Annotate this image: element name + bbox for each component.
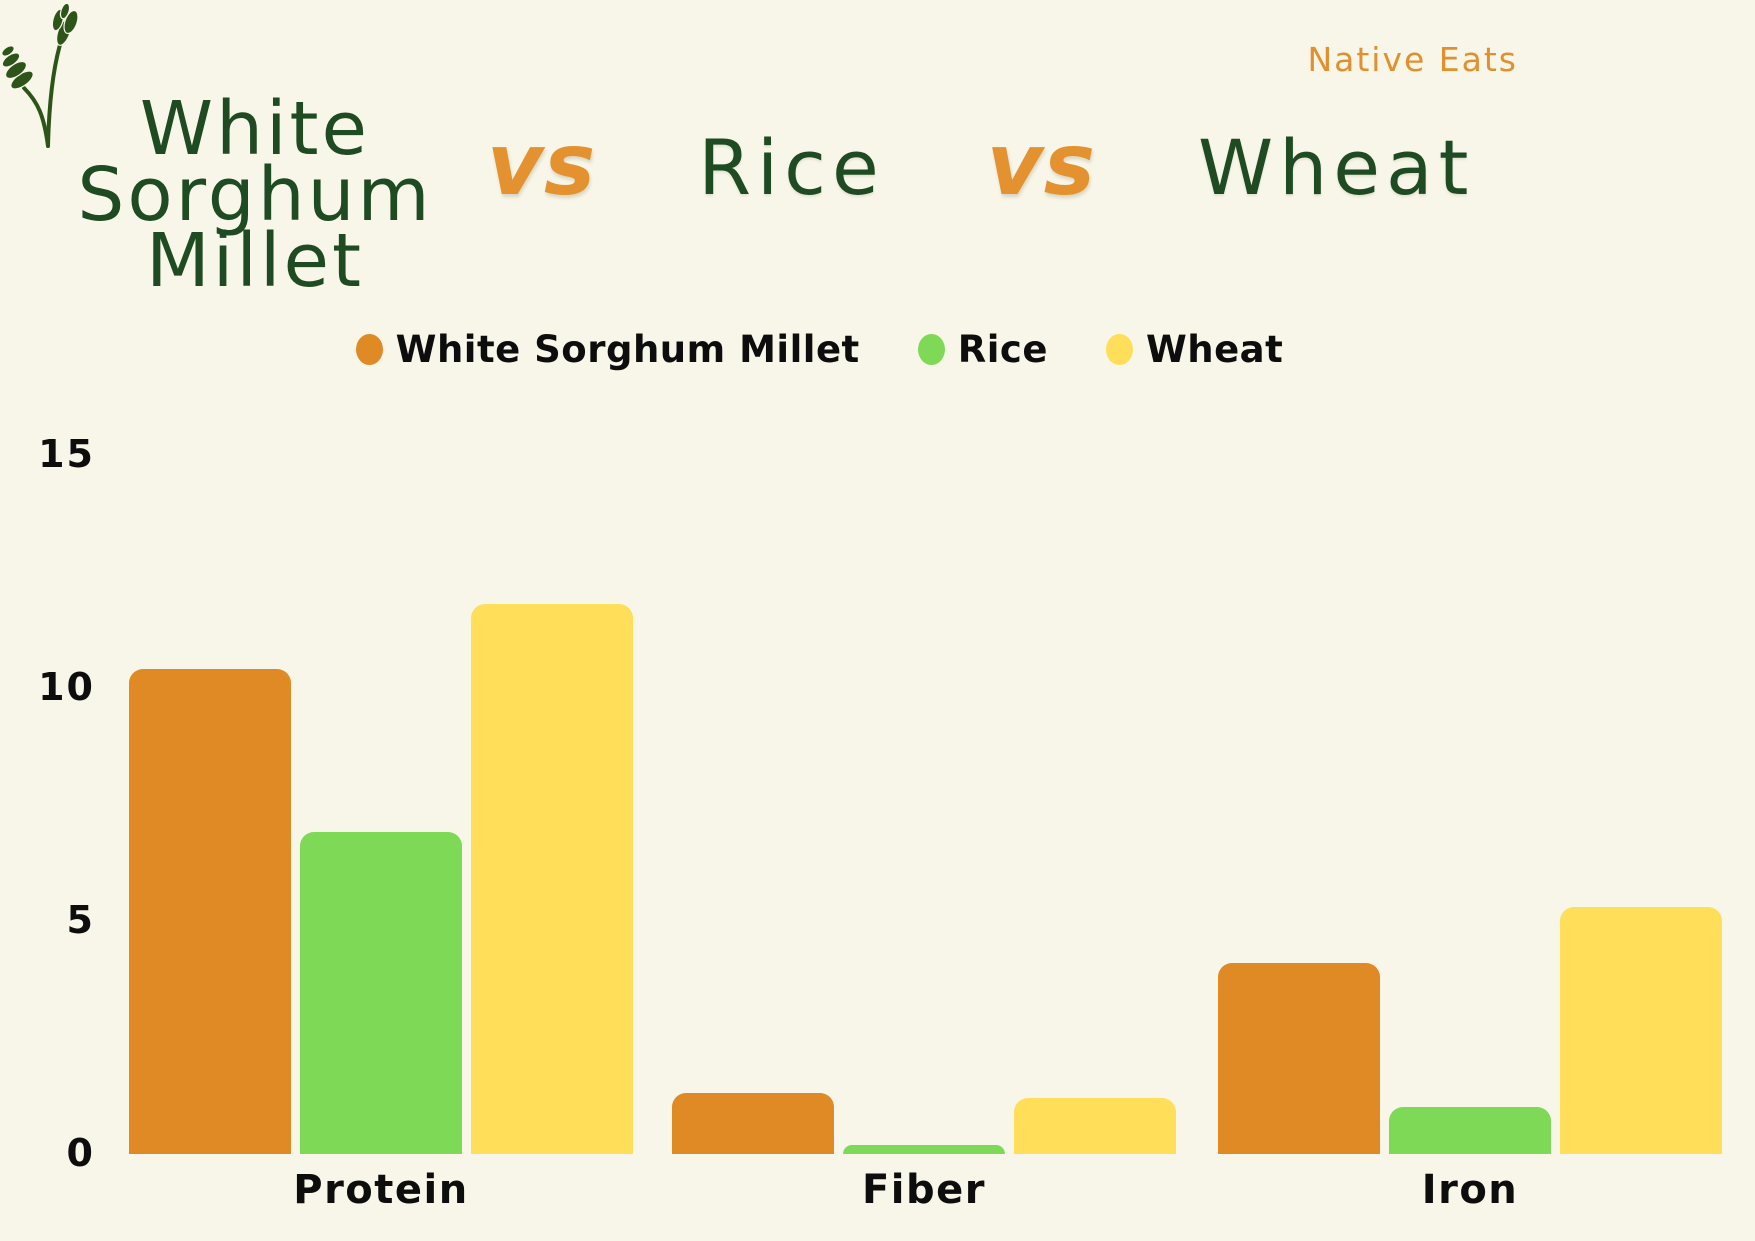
page-title: White Sorghum Millet — [77, 86, 433, 304]
bar-wheat-protein — [471, 604, 633, 1154]
y-tick-10: 10 — [38, 665, 95, 709]
category-label-protein: Protein — [293, 1167, 469, 1213]
brand-name: Native Eats — [1307, 40, 1518, 79]
bar-wheat-iron — [1560, 907, 1722, 1154]
vs-label-1: vs — [487, 115, 597, 215]
category-label-fiber: Fiber — [861, 1167, 987, 1213]
wheat-sprig-icon — [2, 4, 79, 148]
y-tick-0: 0 — [66, 1131, 95, 1175]
legend-item-white-sorghum-millet: White Sorghum Millet — [355, 328, 860, 371]
competitor-wheat-label: Wheat — [1197, 123, 1475, 212]
bar-rice-fiber — [843, 1144, 1005, 1154]
title-comparison-row: vs Rice vs Wheat — [487, 122, 1474, 208]
bar-rice-protein — [300, 832, 462, 1154]
bar-rice-iron — [1389, 1107, 1551, 1154]
legend-label-wheat: Wheat — [1145, 328, 1284, 371]
legend-swatch-rice — [917, 334, 945, 365]
legend-label-rice: Rice — [957, 328, 1048, 371]
bar-white-sorghum-millet-iron — [1218, 962, 1380, 1154]
bar-white-sorghum-millet-protein — [129, 669, 291, 1154]
y-tick-5: 5 — [66, 898, 95, 942]
category-label-iron: Iron — [1421, 1167, 1519, 1213]
chart-legend: White Sorghum Millet Rice Wheat — [0, 328, 1697, 371]
legend-swatch-white-sorghum-millet — [355, 334, 383, 365]
bar-wheat-fiber — [1014, 1098, 1176, 1154]
y-tick-15: 15 — [38, 432, 95, 476]
bar-white-sorghum-millet-fiber — [672, 1093, 834, 1154]
legend-label-white-sorghum-millet: White Sorghum Millet — [395, 328, 860, 371]
vs-label-2: vs — [986, 115, 1096, 215]
y-axis: 0 5 10 15 — [0, 0, 97, 1241]
legend-swatch-wheat — [1105, 334, 1133, 365]
competitor-rice-label: Rice — [698, 123, 885, 212]
legend-item-wheat: Wheat — [1105, 328, 1284, 371]
legend-item-rice: Rice — [917, 328, 1048, 371]
